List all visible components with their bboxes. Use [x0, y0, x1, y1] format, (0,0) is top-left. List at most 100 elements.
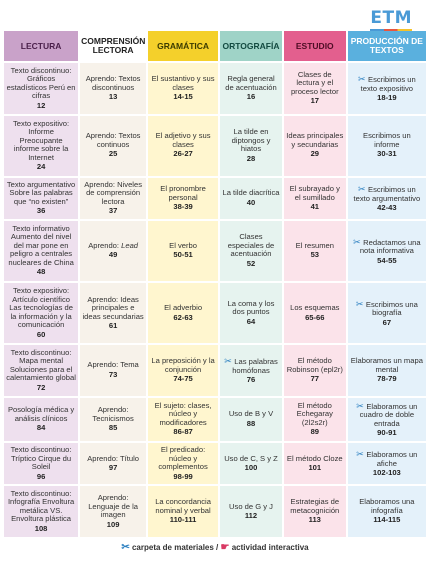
cell-text: La tilde en diptongos y hiatos	[231, 127, 271, 154]
header-estudio: ESTUDIO	[283, 31, 346, 61]
page-number: 85	[108, 423, 118, 433]
comprension-cell: Aprendo: Ideas principales e ideas secun…	[80, 283, 147, 344]
page-number: 90-91	[377, 428, 397, 438]
cell-text: Texto expositivo: Artículo científico La…	[9, 286, 73, 330]
cell-text: El adjetivo y sus clases	[155, 131, 211, 149]
cell-text: Redactamos una nota informativa	[359, 237, 421, 256]
header-gramatica: GRAMÁTICA	[148, 31, 219, 61]
gramatica-cell: El sustantivo y sus clases 14-15	[148, 63, 219, 114]
comprension-cell: Aprendo: Título 97	[80, 443, 147, 485]
table-row: Texto expositivo: Informe Preocupante in…	[4, 115, 426, 176]
estudio-cell: El subrayado y el sumillado 41	[283, 177, 346, 219]
table-row: Texto argumentativo Sobre las palabras q…	[4, 177, 426, 219]
lectura-cell: Texto informativo Aumento del nivel del …	[4, 220, 79, 281]
cell-text: Uso de B y V	[228, 409, 274, 419]
cell-text: El verbo	[169, 240, 197, 250]
page-number: 41	[310, 202, 320, 212]
cell-text: El método Cloze	[286, 453, 343, 463]
cell-text: La coma y los dos puntos	[227, 298, 275, 317]
cell-text: El adverbio	[164, 303, 203, 313]
cell-text: Elaboramos un afiche	[366, 450, 418, 468]
gramatica-cell: La preposición y la conjunción 74-75	[148, 345, 219, 396]
page-number: 16	[246, 92, 256, 102]
table-row: Texto discontinuo: Mapa mental Solucione…	[4, 345, 426, 396]
cell-text: Posología médica y análisis clínicos	[7, 405, 75, 423]
page-number: 65-66	[305, 312, 325, 322]
page-number: 60	[36, 329, 46, 339]
cell-text: El pronombre personal	[160, 184, 206, 202]
page-number: 112	[244, 511, 258, 521]
cell-text: Texto argumentativo Sobre las palabras q…	[6, 179, 76, 206]
cell-text: Escribimos un informe	[363, 131, 411, 149]
scissors-icon: ✂	[357, 74, 369, 85]
lectura-cell: Texto argumentativo Sobre las palabras q…	[4, 177, 79, 219]
ortografia-cell: La tilde diacrítica 40	[220, 177, 282, 219]
page-number: 97	[108, 463, 118, 473]
produccion-cell: Escribimos un informe 30-31	[347, 115, 426, 176]
cell-text: Regla general de acentuación	[225, 74, 277, 92]
ortografia-cell: Regla general de acentuación 16	[220, 63, 282, 114]
produccion-cell: Elaboramos un mapa mental 78-79	[347, 345, 426, 396]
ortografia-cell: Clases especiales de acentuación 52	[220, 220, 282, 281]
page-number: 26-27	[173, 149, 193, 159]
cell-text: Los esquemas	[290, 303, 340, 313]
logo-bar	[370, 29, 412, 32]
page-number: 100	[244, 463, 258, 473]
comprension-cell: Aprendo: Niveles de comprensión lectora 3…	[80, 177, 147, 219]
table-row: Posología médica y análisis clínicos 84 Ap…	[4, 397, 426, 442]
cell-text: Escribimos un texto argumentativo	[353, 185, 421, 203]
comprension-cell: Aprendo: Lead 49	[80, 220, 147, 281]
page-number: 36	[36, 206, 46, 216]
cell-text: El subrayado y el sumillado	[289, 184, 340, 202]
interactive-icon: ☛	[220, 542, 230, 553]
gramatica-cell: El adverbio 62-63	[148, 283, 219, 344]
cell-text: Texto expositivo: Informe Preocupante in…	[13, 118, 70, 162]
page-number: 37	[108, 206, 118, 216]
comprension-cell: Aprendo: Lenguaje de la imagen 109	[80, 486, 147, 537]
page-number: 28	[246, 153, 256, 163]
page-number: 12	[36, 100, 46, 110]
cell-text: Aprendo: Tecnicismos	[92, 405, 134, 423]
scissors-icon: ✂	[357, 184, 369, 195]
produccion-cell: ✂ Redactamos una nota informativa 54-55	[347, 220, 426, 281]
comprension-cell: Aprendo: Textos discontinuos 13	[80, 63, 147, 114]
cell-text: Clases de lectura y el proceso lector	[290, 69, 339, 96]
scissors-icon: ✂	[224, 356, 235, 367]
page-number: 110-111	[169, 515, 197, 525]
scissors-icon: ✂	[356, 400, 367, 411]
header-lectura: LECTURA	[4, 31, 79, 61]
page-number: 40	[246, 197, 256, 207]
page-number: 108	[34, 523, 48, 533]
cell-text: Texto informativo Aumento del nivel del …	[8, 223, 74, 267]
page-number: 72	[36, 382, 46, 392]
produccion-cell: ✂ Escribimos un texto argumentativo 42-43	[347, 177, 426, 219]
lectura-cell: Texto discontinuo: Gráficos estadísticos…	[4, 63, 79, 114]
page-number: 13	[108, 92, 118, 102]
produccion-cell: ✂ Escribimos un texto expositivo 18-19	[347, 63, 426, 114]
scissors-icon: ✂	[355, 298, 366, 309]
table-body: Texto discontinuo: Gráficos estadísticos…	[4, 63, 426, 537]
page-number: 77	[310, 374, 320, 384]
cell-text: Ideas principales y secundarias	[286, 131, 344, 149]
gramatica-cell: El sujeto: clases, núcleo y modificadore…	[148, 397, 219, 442]
legend-interactive: actividad interactiva	[231, 543, 309, 552]
page-number: 50-51	[173, 250, 193, 260]
header-produccion: PRODUCCIÓN DE TEXTOS	[347, 31, 426, 61]
estudio-cell: El método Echegaray (2l2s2r) 89	[283, 397, 346, 442]
cell-text: El sujeto: clases, núcleo y modificadore…	[154, 400, 212, 427]
page-number: 96	[36, 471, 46, 481]
ortografia-cell: ✂ Las palabras homófonas 76	[220, 345, 282, 396]
ortografia-cell: Uso de C, S y Z 100	[220, 443, 282, 485]
scissors-icon: ✂	[121, 542, 130, 553]
estudio-cell: El resumen 53	[283, 220, 346, 281]
cell-text: El método Echegaray (2l2s2r)	[296, 400, 333, 427]
produccion-cell: ✂ Escribimos una biografía 67	[347, 283, 426, 344]
cell-text: Aprendo: Lenguaje de la imagen	[88, 493, 139, 520]
cell-text: Aprendo: Lead	[88, 240, 139, 250]
page-number: 48	[36, 267, 46, 277]
page-number: 84	[36, 423, 46, 433]
page-number: 113	[308, 515, 321, 525]
scissors-icon: ✂	[356, 449, 367, 460]
lectura-cell: Texto discontinuo: Tríptico Cirque du So…	[4, 443, 79, 485]
page-number: 54-55	[377, 255, 397, 265]
